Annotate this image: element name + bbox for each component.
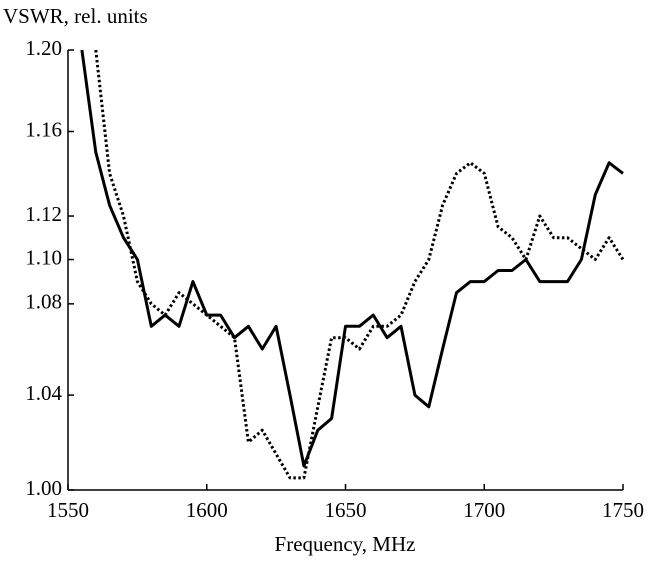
x-axis-label: Frequency, MHz	[275, 532, 416, 556]
y-tick-label: 1.08	[25, 290, 62, 314]
y-tick-label: 1.00	[25, 476, 62, 500]
series-line	[80, 49, 624, 468]
x-tick-label: 1750	[602, 498, 644, 522]
x-tick-label: 1550	[47, 498, 89, 522]
x-tick-label: 1700	[463, 498, 505, 522]
y-tick-label: 1.12	[25, 202, 62, 226]
series-line	[94, 49, 625, 480]
x-tick-label: 1600	[186, 498, 228, 522]
y-tick-label: 1.20	[25, 36, 62, 60]
y-tick-label: 1.10	[25, 245, 62, 269]
x-tick-label: 1650	[325, 498, 367, 522]
y-tick-label: 1.16	[25, 117, 62, 141]
y-tick-label: 1.04	[25, 381, 62, 405]
y-axis-label: VSWR, rel. units	[3, 4, 148, 28]
